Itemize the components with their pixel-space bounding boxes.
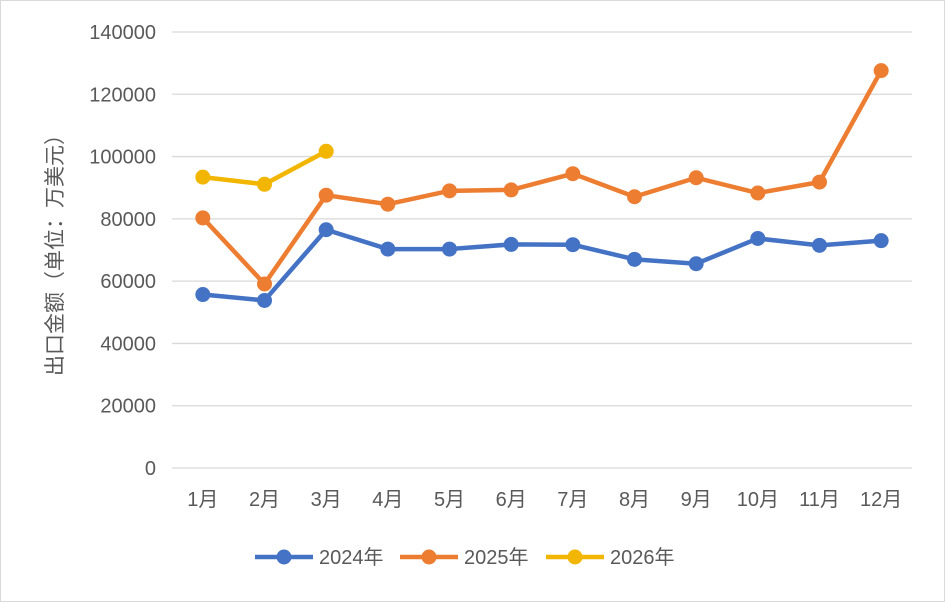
data-point	[195, 169, 211, 185]
y-tick-label: 140000	[89, 22, 156, 44]
data-point	[195, 210, 211, 226]
x-tick-label: 5月	[434, 489, 465, 511]
x-tick-label: 12月	[860, 489, 902, 511]
y-tick-label: 0	[145, 458, 156, 480]
x-tick-label: 11月	[799, 489, 840, 511]
x-tick-label: 10月	[737, 489, 779, 511]
x-tick-label: 4月	[372, 489, 403, 511]
legend-item: 2024年	[255, 546, 384, 569]
data-point	[257, 276, 272, 292]
series-2025年	[195, 63, 889, 292]
series-group	[195, 63, 889, 308]
legend-item: 2025年	[400, 546, 529, 569]
legend-label: 2024年	[319, 546, 384, 569]
gridlines	[172, 31, 912, 469]
legend: 2024年 2025年 2026年	[255, 546, 675, 569]
data-point	[750, 230, 766, 246]
legend-marker	[421, 549, 437, 565]
data-point	[688, 256, 704, 272]
legend-label: 2026年	[610, 546, 675, 569]
data-point	[380, 196, 396, 212]
y-tick-label: 120000	[89, 84, 156, 106]
series-line	[200, 68, 884, 287]
x-tick-label: 2月	[249, 489, 280, 511]
data-point	[503, 182, 519, 198]
legend-marker	[567, 549, 583, 565]
y-axis-label: 出口金额（单位：万美元）	[43, 124, 67, 376]
data-point	[873, 233, 889, 249]
data-point	[565, 237, 581, 253]
data-point	[627, 189, 642, 205]
y-tick-label: 80000	[100, 209, 156, 231]
legend-label: 2025年	[464, 546, 529, 569]
x-tick-label: 6月	[496, 489, 527, 511]
data-point	[257, 292, 272, 308]
x-tick-label: 3月	[311, 489, 342, 511]
x-tick-label: 7月	[557, 489, 588, 511]
series-line	[200, 227, 884, 303]
legend-marker	[276, 549, 292, 565]
legend-item: 2026年	[546, 546, 675, 569]
data-point	[565, 166, 581, 182]
data-point	[442, 183, 457, 199]
data-point	[442, 241, 457, 257]
y-tick-label: 100000	[89, 147, 156, 169]
series-2026年	[195, 143, 334, 192]
data-point	[750, 185, 766, 201]
data-point	[688, 170, 704, 186]
data-point	[812, 237, 827, 253]
data-point	[503, 236, 519, 252]
data-point	[318, 222, 334, 238]
x-tick-label: 8月	[619, 489, 650, 511]
data-point	[318, 187, 334, 203]
y-tick-label: 20000	[100, 396, 156, 418]
y-tick-label: 40000	[100, 333, 156, 355]
y-axis-ticks: 0 20000 40000 60000 80000 100000 120000 140000	[89, 22, 156, 480]
y-tick-label: 60000	[100, 271, 156, 293]
data-point	[812, 174, 827, 190]
data-point	[195, 287, 211, 303]
data-point	[380, 241, 396, 257]
x-tick-label: 1月	[187, 489, 218, 511]
data-point	[873, 63, 889, 79]
x-tick-label: 9月	[681, 489, 712, 511]
data-point	[627, 251, 642, 267]
data-point	[257, 176, 272, 192]
series-2024年	[195, 222, 889, 308]
x-axis-ticks: 1月 2月 3月 4月 5月 6月 7月 8月 9月 10月 11月 12月	[187, 489, 902, 511]
data-point	[318, 143, 334, 159]
